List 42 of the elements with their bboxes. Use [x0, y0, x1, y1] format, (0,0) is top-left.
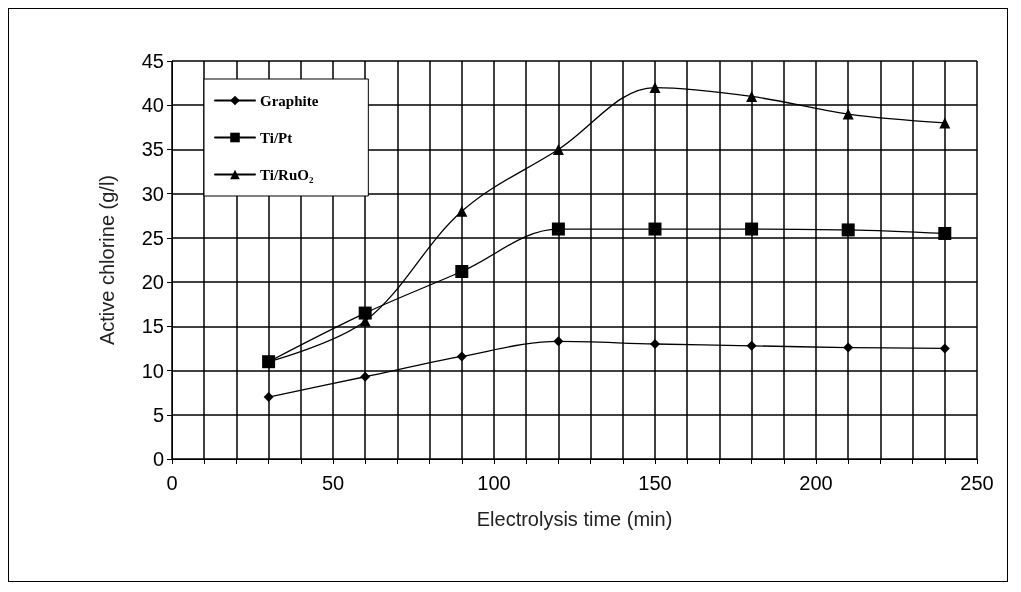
point	[358, 306, 372, 320]
x-tick-label: 150	[638, 472, 672, 494]
point	[650, 339, 660, 350]
point	[843, 342, 854, 353]
y-tick-label: 40	[141, 94, 164, 117]
y-tick-label: 20	[141, 271, 164, 294]
x-tick-label: 50	[321, 472, 345, 494]
y-tick-label: 15	[141, 315, 164, 338]
y-axis-title: Active chlorine (g/l)	[96, 174, 118, 346]
point	[841, 223, 855, 237]
y-tick-label: 25	[141, 226, 164, 249]
y-tick-label: 30	[141, 182, 164, 205]
y-tick-label: 45	[141, 50, 164, 72]
point	[456, 351, 467, 362]
point	[939, 117, 951, 129]
point	[552, 143, 564, 155]
point	[649, 82, 661, 94]
x-tick-label: 250	[960, 472, 994, 494]
y-tick-label: 10	[141, 359, 164, 382]
point	[939, 343, 950, 354]
point	[456, 205, 468, 217]
legend-label: Ti/Pt	[260, 129, 293, 146]
point	[648, 222, 662, 236]
y-tick-label: 35	[141, 138, 164, 161]
legend-label: Ti/RuO₂	[260, 166, 314, 183]
point	[551, 222, 565, 236]
point	[746, 90, 758, 102]
legend-label: Graphite	[260, 92, 319, 109]
point	[745, 222, 759, 236]
x-tick-label: 100	[477, 472, 511, 494]
y-tick-label: 5	[152, 403, 164, 426]
point	[842, 108, 854, 120]
point	[263, 392, 274, 403]
point	[360, 371, 371, 382]
x-tick-label: 0	[166, 472, 178, 494]
point	[938, 226, 952, 240]
point	[455, 265, 469, 278]
point	[746, 340, 757, 351]
x-tick-label: 200	[799, 472, 833, 494]
x-axis-title: Electrolysis time (min)	[476, 508, 673, 530]
y-tick-label: 0	[152, 448, 164, 470]
point	[553, 336, 564, 347]
